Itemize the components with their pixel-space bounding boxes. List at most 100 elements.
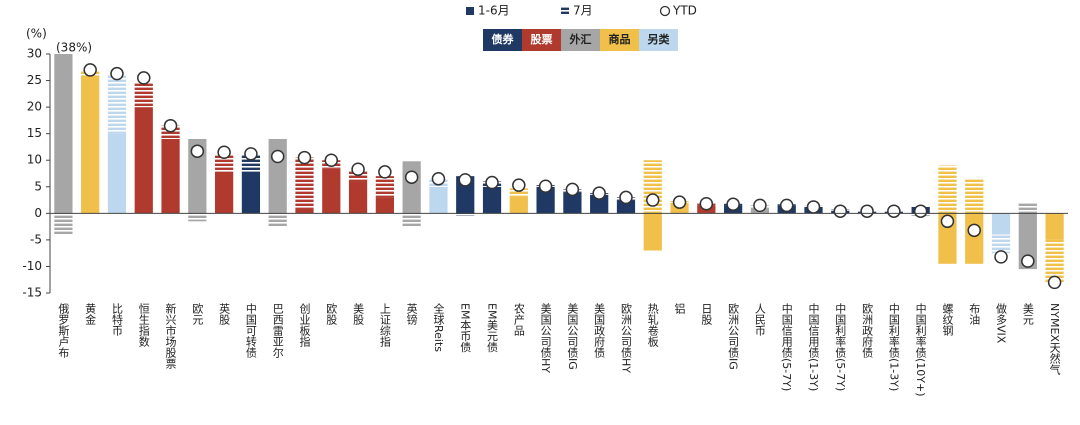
bar-july	[1045, 239, 1064, 283]
bar-h1	[991, 213, 1011, 235]
x-tick-label: 新兴市场股票	[164, 302, 177, 369]
ytd-marker	[672, 195, 687, 209]
x-tick-label: 美国公司债IG	[566, 303, 579, 370]
ytd-marker	[1021, 254, 1035, 268]
x-tick-label: 欧股	[325, 303, 338, 326]
bar-h1	[375, 197, 394, 214]
x-tick-label: 中国信用债(1-3Y)	[807, 303, 820, 392]
bar-h1	[456, 176, 475, 214]
ytd-marker	[833, 204, 848, 218]
ytd-marker	[270, 149, 285, 164]
bar-h1	[107, 133, 127, 214]
bar-july	[509, 188, 528, 197]
x-tick-label: 人民币	[753, 303, 766, 337]
ytd-marker	[244, 147, 258, 161]
bar-july	[188, 213, 207, 222]
ytd-marker	[726, 197, 740, 212]
x-tick-label: 美国政府债	[593, 303, 606, 359]
bar-july	[241, 154, 261, 174]
x-tick-label: 英股	[218, 302, 231, 326]
bar-july	[215, 154, 234, 174]
bar-h1	[965, 213, 984, 264]
bar-july	[456, 213, 475, 216]
x-tick-label: 全球Reits	[432, 302, 445, 353]
x-tick-label: 农产品	[512, 302, 525, 336]
ytd-marker	[378, 165, 392, 179]
ytd-marker	[753, 198, 767, 213]
x-tick-label: 欧元	[191, 303, 204, 325]
bar-h1	[402, 161, 421, 214]
bar-h1	[616, 200, 636, 214]
bar-h1	[643, 213, 662, 251]
legend-label: 7月	[573, 4, 593, 18]
ytd-marker	[485, 175, 499, 190]
x-tick-label: 热轧卷板	[646, 303, 659, 348]
bar-h1	[482, 186, 502, 214]
x-tick-label: 中国信用债(5-7Y)	[780, 303, 793, 392]
x-tick-label: 中国利率债(5-7Y)	[834, 303, 847, 392]
legend-marker	[466, 7, 474, 15]
x-tick-label: NYMEX天然气	[1048, 303, 1061, 375]
y-tick-label: 15	[27, 126, 42, 140]
x-tick-label: 巴西雷亚尔	[271, 303, 284, 358]
x-tick-label: 比特币	[110, 303, 123, 337]
ytd-marker	[190, 144, 205, 158]
x-tick-label: 欧洲政府债	[861, 303, 874, 359]
x-tick-label: 日股	[700, 303, 713, 326]
ytd-marker	[887, 204, 901, 218]
legend-label: 1-6月	[478, 4, 510, 18]
legend-label: YTD	[672, 4, 697, 18]
bar-h1	[54, 54, 73, 214]
ytd-marker	[565, 182, 580, 197]
bar-july	[295, 157, 314, 209]
class-legend-label: 股票	[531, 33, 553, 46]
legend-marker	[561, 7, 569, 15]
x-tick-label: 英镑	[405, 302, 418, 326]
ytd-marker	[431, 172, 446, 186]
bar-july	[54, 213, 73, 235]
ytd-marker	[57, 6, 69, 18]
x-tick-label: 美股	[352, 303, 365, 326]
x-tick-label: 螺纹钢	[941, 303, 954, 336]
y-tick-label: -15	[22, 286, 42, 300]
ytd-marker	[297, 150, 312, 165]
bar-july	[1018, 202, 1037, 214]
ytd-marker	[619, 190, 633, 205]
ytd-marker	[137, 71, 151, 85]
x-tick-label: 美元	[1021, 303, 1034, 325]
class-legend-box	[561, 29, 600, 51]
bar-h1	[161, 138, 180, 214]
x-tick-label: 创业板指	[298, 303, 311, 348]
x-tick-label: 中国利率债(10Y+)	[914, 303, 927, 397]
ytd-marker	[404, 170, 419, 184]
bar-h1	[509, 196, 528, 214]
y-tick-label: -5	[30, 232, 42, 246]
bar-h1	[188, 138, 207, 214]
y-tick-label: 0	[34, 206, 42, 220]
x-tick-label: 中国利率债(1-3Y)	[887, 303, 900, 392]
x-tick-label: 中国可转债	[244, 303, 257, 359]
bar-july	[268, 213, 287, 227]
bar-h1	[134, 107, 153, 214]
bar-h1	[1018, 213, 1037, 270]
y-tick-label: 30	[27, 47, 42, 61]
ytd-marker	[592, 186, 606, 200]
ytd-marker	[324, 153, 339, 167]
class-legend-box	[639, 29, 678, 51]
ytd-marker	[351, 162, 365, 177]
ytd-marker	[913, 204, 928, 218]
ytd-marker	[699, 197, 714, 211]
class-legend-box	[522, 29, 561, 51]
annotation: (38%)	[56, 41, 92, 55]
x-tick-label: 欧洲公司债HY	[619, 303, 632, 374]
x-tick-label: 上证综指	[378, 303, 391, 348]
ytd-marker	[646, 193, 660, 207]
ytd-marker	[940, 214, 955, 229]
class-legend-label: 债券	[492, 32, 515, 46]
bar-h1	[536, 186, 555, 214]
ytd-marker	[1047, 275, 1062, 290]
y-axis-label: (%)	[26, 27, 47, 41]
bar-july	[348, 170, 368, 182]
class-legend-label: 外汇	[569, 32, 592, 46]
ytd-marker	[83, 63, 97, 77]
